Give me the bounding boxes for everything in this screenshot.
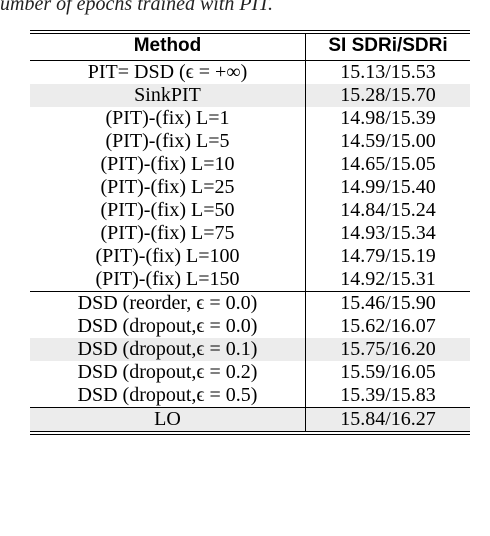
score-cell: 14.59/15.00 (340, 130, 436, 152)
method-cell: (PIT)-(fix) L=10 (30, 153, 306, 176)
table-row: DSD (dropout,ϵ = 0.1) 15.75/16.20 (30, 338, 470, 361)
results-table: Method SI SDRi/SDRi PIT= DSD (ϵ = +∞) 15… (30, 30, 470, 435)
score-cell: 14.93/15.34 (340, 222, 436, 244)
table-row: DSD (dropout,ϵ = 0.0) 15.62/16.07 (30, 315, 470, 338)
table-row: (PIT)-(fix) L=5 14.59/15.00 (30, 130, 470, 153)
score-cell: 15.46/15.90 (340, 292, 436, 314)
score-cell: 14.65/15.05 (340, 153, 436, 175)
table-row: (PIT)-(fix) L=1 14.98/15.39 (30, 107, 470, 130)
section-rule (30, 291, 470, 292)
score-cell: 15.59/16.05 (340, 361, 436, 383)
score-cell: 14.92/15.31 (340, 268, 436, 290)
method-cell: DSD (dropout,ϵ = 0.1) (30, 338, 306, 361)
table-row: DSD (dropout,ϵ = 0.2) 15.59/16.05 (30, 361, 470, 384)
table-row: (PIT)-(fix) L=75 14.93/15.34 (30, 222, 470, 245)
score-cell: 15.75/16.20 (340, 338, 436, 360)
header-rule (30, 60, 470, 61)
table-row: PIT= DSD (ϵ = +∞) 15.13/15.53 (30, 61, 470, 84)
table-row: (PIT)-(fix) L=100 14.79/15.19 (30, 245, 470, 268)
score-cell: 15.39/15.83 (340, 384, 436, 406)
table-row: (PIT)-(fix) L=10 14.65/15.05 (30, 153, 470, 176)
section-dsd: DSD (reorder, ϵ = 0.0) 15.46/15.90 DSD (… (30, 292, 470, 407)
method-cell: PIT= DSD (ϵ = +∞) (30, 61, 306, 84)
table-row: (PIT)-(fix) L=50 14.84/15.24 (30, 199, 470, 222)
score-cell: 15.62/16.07 (340, 315, 436, 337)
table-caption: umber of epochs trained with PIT. (0, 0, 273, 15)
method-cell: DSD (dropout,ϵ = 0.5) (30, 384, 306, 407)
method-cell: (PIT)-(fix) L=5 (30, 130, 306, 153)
score-cell: 14.79/15.19 (340, 245, 436, 267)
method-cell: DSD (reorder, ϵ = 0.0) (30, 292, 306, 315)
table-row: (PIT)-(fix) L=25 14.99/15.40 (30, 176, 470, 199)
method-cell: (PIT)-(fix) L=1 (30, 107, 306, 130)
score-cell: 15.84/16.27 (340, 408, 436, 430)
method-cell: (PIT)-(fix) L=75 (30, 222, 306, 245)
method-cell: (PIT)-(fix) L=100 (30, 245, 306, 268)
method-cell: SinkPIT (30, 84, 306, 107)
method-cell: DSD (dropout,ϵ = 0.0) (30, 315, 306, 338)
table-row: DSD (dropout,ϵ = 0.5) 15.39/15.83 (30, 384, 470, 407)
section-pit: PIT= DSD (ϵ = +∞) 15.13/15.53 SinkPIT 15… (30, 61, 470, 291)
header-score: SI SDRi/SDRi (328, 35, 448, 56)
table-row-oracle: LO 15.84/16.27 (30, 407, 470, 432)
method-cell: (PIT)-(fix) L=25 (30, 176, 306, 199)
method-cell: (PIT)-(fix) L=50 (30, 199, 306, 222)
bottom-rule (30, 432, 470, 435)
table-row: SinkPIT 15.28/15.70 (30, 84, 470, 107)
table-row: (PIT)-(fix) L=150 14.92/15.31 (30, 268, 470, 291)
header-method: Method (30, 34, 306, 60)
method-cell: LO (30, 408, 306, 431)
table-row: DSD (reorder, ϵ = 0.0) 15.46/15.90 (30, 292, 470, 315)
score-cell: 15.13/15.53 (340, 61, 436, 83)
score-cell: 14.98/15.39 (340, 107, 436, 129)
score-cell: 14.99/15.40 (340, 176, 436, 198)
score-cell: 15.28/15.70 (340, 84, 436, 106)
top-rule (30, 30, 470, 34)
table-header-row: Method SI SDRi/SDRi (30, 34, 470, 60)
score-cell: 14.84/15.24 (340, 199, 436, 221)
method-cell: DSD (dropout,ϵ = 0.2) (30, 361, 306, 384)
method-cell: (PIT)-(fix) L=150 (30, 268, 306, 291)
